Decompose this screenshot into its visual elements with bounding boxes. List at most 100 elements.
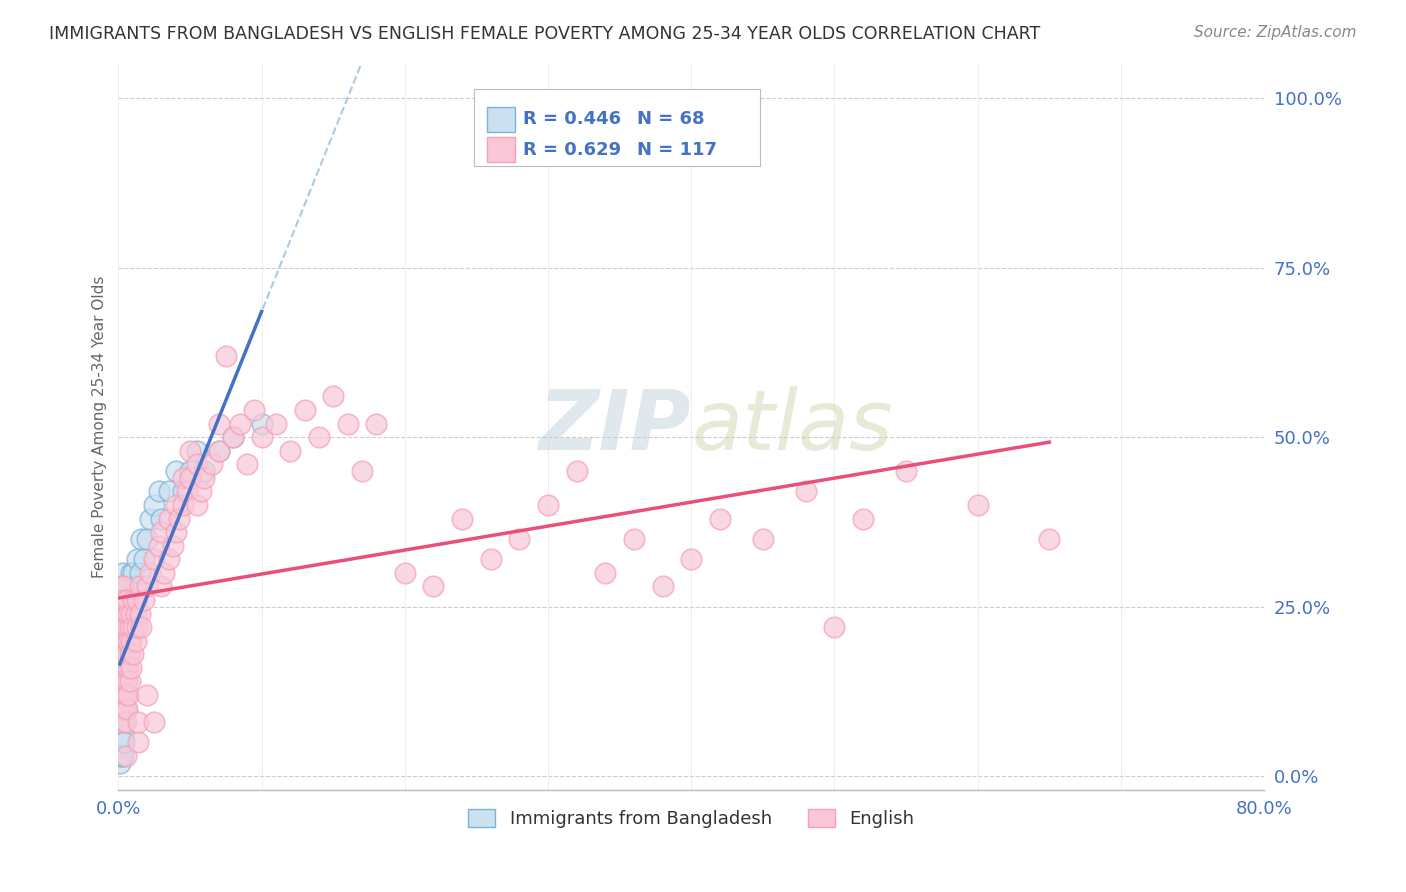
Point <box>111 566 134 580</box>
Point <box>111 674 134 689</box>
Point <box>127 735 149 749</box>
Point <box>115 701 138 715</box>
Point <box>215 349 238 363</box>
Point <box>1038 532 1060 546</box>
Point <box>112 633 135 648</box>
Point <box>165 525 187 540</box>
Point <box>186 458 208 472</box>
Point <box>111 593 134 607</box>
Point <box>108 647 131 661</box>
Point <box>110 715 132 730</box>
Point <box>108 667 131 681</box>
Point <box>136 532 159 546</box>
Point <box>422 579 444 593</box>
Point <box>176 484 198 499</box>
Point <box>179 464 201 478</box>
Point <box>143 498 166 512</box>
Point <box>565 464 588 478</box>
Point <box>115 674 138 689</box>
Point <box>129 607 152 621</box>
Point <box>124 607 146 621</box>
Point <box>108 647 131 661</box>
Point <box>110 749 132 764</box>
Point <box>143 715 166 730</box>
Point <box>114 633 136 648</box>
Point <box>108 701 131 715</box>
Point <box>190 484 212 499</box>
Point <box>148 484 170 499</box>
Point <box>120 633 142 648</box>
Point <box>294 403 316 417</box>
Point <box>681 552 703 566</box>
Point <box>112 593 135 607</box>
Point <box>222 430 245 444</box>
Point <box>114 688 136 702</box>
Point <box>167 511 190 525</box>
Point <box>110 701 132 715</box>
Point <box>136 579 159 593</box>
Point <box>157 552 180 566</box>
Point <box>153 566 176 580</box>
Point <box>121 620 143 634</box>
Point <box>110 667 132 681</box>
Point <box>308 430 330 444</box>
Point <box>150 525 173 540</box>
Point <box>208 443 231 458</box>
Point <box>134 552 156 566</box>
Point <box>172 471 194 485</box>
Point <box>110 620 132 634</box>
Point <box>623 532 645 546</box>
Point <box>172 484 194 499</box>
Point <box>118 593 141 607</box>
Point <box>112 715 135 730</box>
Point <box>114 661 136 675</box>
Point <box>222 430 245 444</box>
Point <box>108 579 131 593</box>
Text: N = 117: N = 117 <box>637 141 717 159</box>
FancyBboxPatch shape <box>488 137 515 162</box>
Point <box>125 593 148 607</box>
Point <box>117 647 139 661</box>
Point <box>125 620 148 634</box>
Point <box>148 539 170 553</box>
Point <box>709 511 731 525</box>
Point <box>121 647 143 661</box>
Point <box>111 647 134 661</box>
Point <box>120 607 142 621</box>
Point <box>108 620 131 634</box>
Point <box>114 715 136 730</box>
Point <box>111 647 134 661</box>
Point <box>129 579 152 593</box>
Point <box>112 647 135 661</box>
Point <box>111 599 134 614</box>
Point <box>451 511 474 525</box>
Text: atlas: atlas <box>692 386 893 467</box>
Point <box>120 620 142 634</box>
Point <box>118 633 141 648</box>
Point <box>108 688 131 702</box>
Point <box>121 607 143 621</box>
Point <box>229 417 252 431</box>
Text: ZIP: ZIP <box>538 386 692 467</box>
Point <box>172 498 194 512</box>
Point <box>108 729 131 743</box>
Point <box>752 532 775 546</box>
Point <box>394 566 416 580</box>
Point <box>118 647 141 661</box>
Point <box>110 647 132 661</box>
Point <box>112 674 135 689</box>
Point <box>134 593 156 607</box>
Point <box>115 579 138 593</box>
Point <box>117 607 139 621</box>
Text: IMMIGRANTS FROM BANGLADESH VS ENGLISH FEMALE POVERTY AMONG 25-34 YEAR OLDS CORRE: IMMIGRANTS FROM BANGLADESH VS ENGLISH FE… <box>49 25 1040 43</box>
Point <box>157 484 180 499</box>
Point <box>165 498 187 512</box>
Text: R = 0.629: R = 0.629 <box>523 141 621 159</box>
Point <box>108 715 131 730</box>
Point <box>110 667 132 681</box>
Point <box>193 464 215 478</box>
Point <box>208 443 231 458</box>
Point <box>108 599 131 614</box>
Point <box>110 599 132 614</box>
Point <box>322 389 344 403</box>
